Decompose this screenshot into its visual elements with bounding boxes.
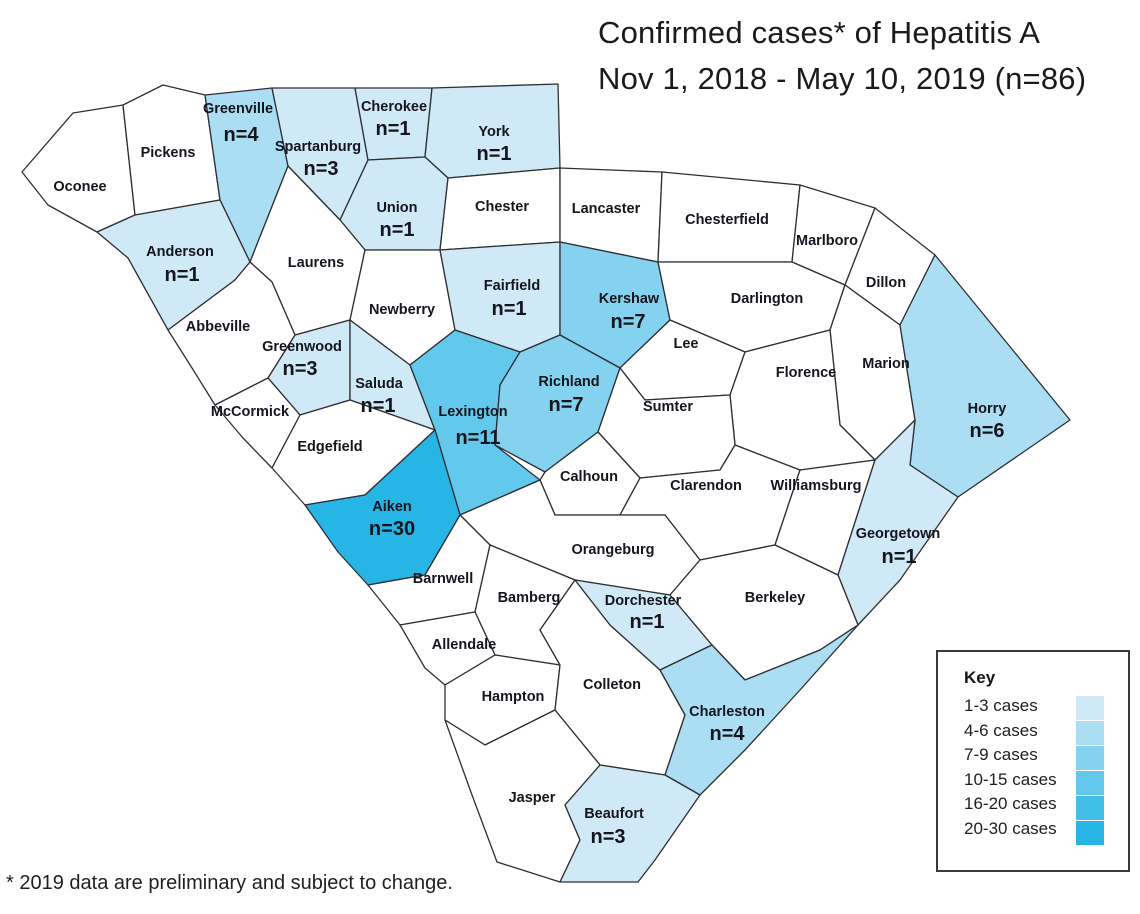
county-greenville-name: Greenville bbox=[203, 101, 273, 117]
county-barnwell-name: Barnwell bbox=[413, 571, 473, 587]
map-title: Confirmed cases* of Hepatitis A Nov 1, 2… bbox=[598, 10, 1140, 102]
county-calhoun-name: Calhoun bbox=[560, 469, 618, 485]
county-horry-cases: n=6 bbox=[969, 420, 1004, 442]
county-cherokee-name: Cherokee bbox=[361, 99, 427, 115]
county-cherokee-cases: n=1 bbox=[375, 118, 410, 140]
legend-label-20-30: 20-30 cases bbox=[964, 818, 1057, 838]
county-saluda-cases: n=1 bbox=[360, 395, 395, 417]
county-greenville-cases: n=4 bbox=[223, 124, 259, 146]
county-hampton-name: Hampton bbox=[482, 689, 545, 705]
county-beaufort-shape bbox=[559, 764, 701, 883]
legend-label-7-9: 7-9 cases bbox=[964, 745, 1038, 765]
county-chester-name: Chester bbox=[475, 199, 529, 215]
county-richland-name: Richland bbox=[538, 374, 599, 390]
county-kershaw-cases: n=7 bbox=[610, 311, 645, 333]
county-mccormick-name: McCormick bbox=[211, 404, 290, 420]
county-chesterfield-name: Chesterfield bbox=[685, 212, 769, 228]
county-kershaw-name: Kershaw bbox=[599, 291, 660, 307]
county-fairfield-name: Fairfield bbox=[484, 278, 540, 294]
legend-label-1-3: 1-3 cases bbox=[964, 696, 1038, 715]
county-florence-name: Florence bbox=[776, 365, 836, 381]
county-spartanburg-name: Spartanburg bbox=[275, 139, 361, 155]
county-charleston-shape bbox=[659, 624, 859, 796]
county-charleston-cases: n=4 bbox=[709, 723, 745, 745]
county-lancaster-name: Lancaster bbox=[572, 201, 641, 217]
county-greenwood-cases: n=3 bbox=[282, 358, 317, 380]
county-jasper-name: Jasper bbox=[509, 790, 556, 806]
legend-title: Key bbox=[964, 668, 996, 687]
county-oconee-shape bbox=[21, 104, 136, 233]
county-oconee-name: Oconee bbox=[53, 179, 106, 195]
legend-swatch-10-15 bbox=[1076, 771, 1104, 795]
county-georgetown-name: Georgetown bbox=[856, 526, 941, 542]
county-greenwood-name: Greenwood bbox=[262, 339, 342, 355]
county-horry-shape bbox=[899, 254, 1071, 498]
county-berkeley-name: Berkeley bbox=[745, 590, 805, 606]
county-lexington-cases: n=11 bbox=[455, 427, 500, 449]
county-bamberg-name: Bamberg bbox=[498, 590, 561, 606]
county-pickens-name: Pickens bbox=[141, 145, 196, 161]
footnote: * 2019 data are preliminary and subject … bbox=[6, 872, 453, 894]
county-aiken-name: Aiken bbox=[372, 499, 412, 515]
county-dorchester-cases: n=1 bbox=[629, 611, 664, 633]
county-laurens-name: Laurens bbox=[288, 255, 344, 271]
legend-swatch-1-3 bbox=[1076, 696, 1104, 720]
county-fairfield-cases: n=1 bbox=[491, 298, 526, 320]
county-anderson-cases: n=1 bbox=[164, 264, 199, 286]
county-charleston-name: Charleston bbox=[689, 704, 765, 720]
legend-swatch-column bbox=[1076, 696, 1104, 846]
county-richland-cases: n=7 bbox=[548, 394, 583, 416]
county-york-cases: n=1 bbox=[476, 143, 511, 165]
county-spartanburg-cases: n=3 bbox=[303, 158, 338, 180]
legend-swatch-4-6 bbox=[1076, 721, 1104, 745]
legend-label-16-20: 16-20 cases bbox=[964, 794, 1057, 814]
county-georgetown-cases: n=1 bbox=[881, 546, 916, 568]
county-aiken-cases: n=30 bbox=[369, 518, 415, 540]
legend-swatch-16-20 bbox=[1076, 796, 1104, 820]
map-title-line2: Nov 1, 2018 - May 10, 2019 (n=86) bbox=[598, 61, 1087, 96]
county-union-cases: n=1 bbox=[379, 219, 414, 241]
county-marion-name: Marion bbox=[862, 356, 910, 372]
map-title-line1: Confirmed cases* of Hepatitis A bbox=[598, 15, 1041, 50]
county-lexington-name: Lexington bbox=[438, 404, 507, 420]
legend-swatch-7-9 bbox=[1076, 746, 1104, 770]
county-newberry-name: Newberry bbox=[369, 302, 435, 318]
legend-swatch-20-30 bbox=[1076, 821, 1104, 845]
legend-label-4-6: 4-6 cases bbox=[964, 720, 1038, 740]
county-york-name: York bbox=[478, 124, 510, 140]
county-edgefield-name: Edgefield bbox=[297, 439, 362, 455]
county-colleton-name: Colleton bbox=[583, 677, 641, 693]
county-beaufort-cases: n=3 bbox=[590, 826, 625, 848]
legend-label-10-15: 10-15 cases bbox=[964, 769, 1057, 789]
legend: Key 1-3 cases 4-6 cases 7-9 cases 10-15 … bbox=[936, 650, 1130, 872]
county-darlington-name: Darlington bbox=[731, 291, 804, 307]
county-williamsburg-name: Williamsburg bbox=[771, 478, 862, 494]
county-marlboro-name: Marlboro bbox=[796, 233, 858, 249]
county-clarendon-name: Clarendon bbox=[670, 478, 742, 494]
county-orangeburg-name: Orangeburg bbox=[572, 542, 655, 558]
county-horry-name: Horry bbox=[968, 401, 1007, 417]
county-abbeville-name: Abbeville bbox=[186, 319, 250, 335]
county-union-name: Union bbox=[376, 200, 417, 216]
county-sumter-name: Sumter bbox=[643, 399, 693, 415]
county-anderson-name: Anderson bbox=[146, 244, 214, 260]
county-allendale-name: Allendale bbox=[432, 637, 496, 653]
county-dillon-name: Dillon bbox=[866, 275, 906, 291]
county-saluda-name: Saluda bbox=[355, 376, 403, 392]
county-lee-name: Lee bbox=[674, 336, 699, 352]
county-beaufort-name: Beaufort bbox=[584, 806, 644, 822]
county-dorchester-name: Dorchester bbox=[605, 593, 682, 609]
